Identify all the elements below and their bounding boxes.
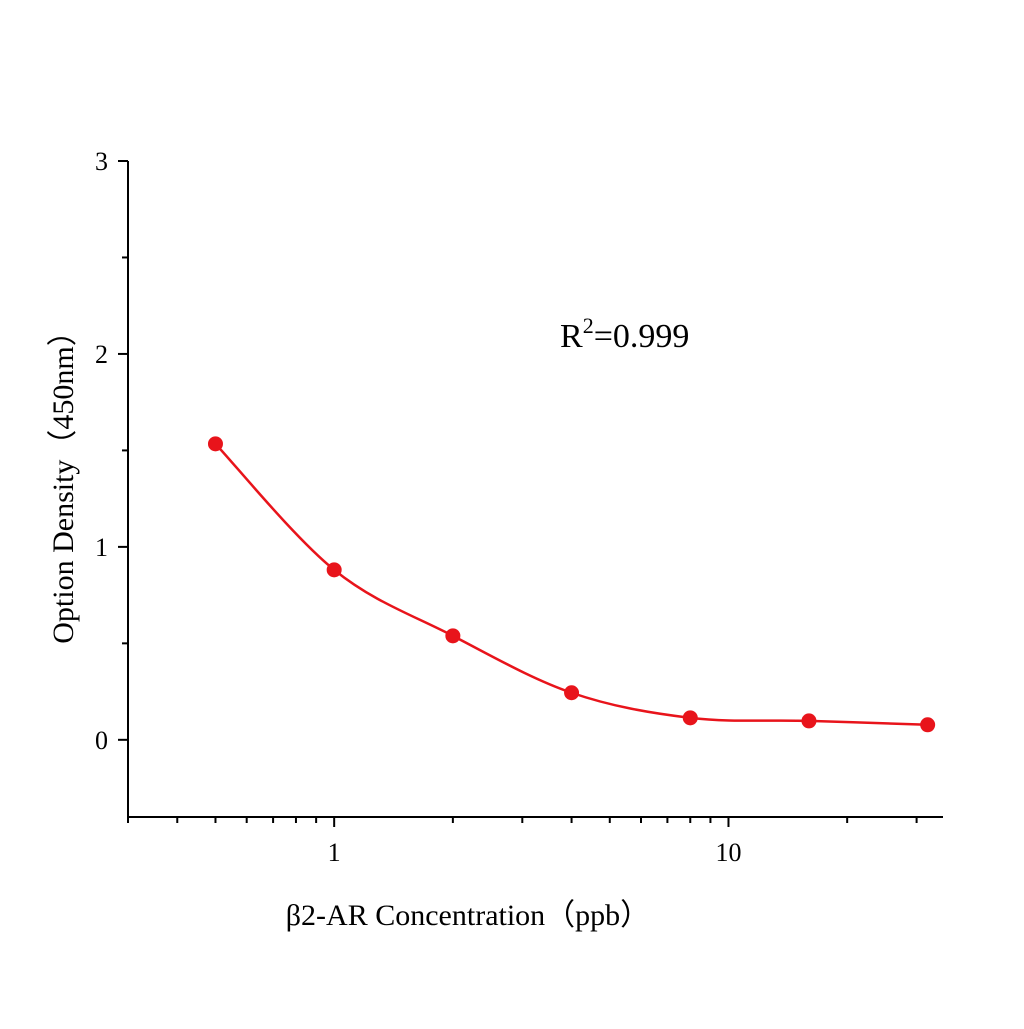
y-tick-label: 3: [95, 147, 108, 176]
fit-curve: [214, 442, 928, 727]
x-tick-label: 10: [715, 838, 741, 867]
fit-curve-group: [214, 442, 928, 727]
x-axis-label: β2-AR Concentration（ppb）: [286, 899, 650, 932]
data-point: [326, 562, 342, 578]
data-point: [920, 717, 936, 733]
y-axis-label: Option Density（450nm）: [47, 316, 80, 644]
y-tick-label: 1: [95, 533, 108, 562]
data-point: [445, 628, 461, 644]
r-squared-annotation: R2=0.999: [560, 313, 689, 355]
axes: 0 1 2 3 1 10: [95, 147, 943, 867]
data-point: [207, 436, 223, 452]
data-point: [801, 713, 817, 729]
y-tick-label: 0: [95, 726, 108, 755]
x-tick-label: 1: [328, 838, 341, 867]
data-point: [682, 710, 698, 726]
data-point: [564, 685, 580, 701]
y-tick-label: 2: [95, 340, 108, 369]
data-points: [207, 436, 936, 733]
